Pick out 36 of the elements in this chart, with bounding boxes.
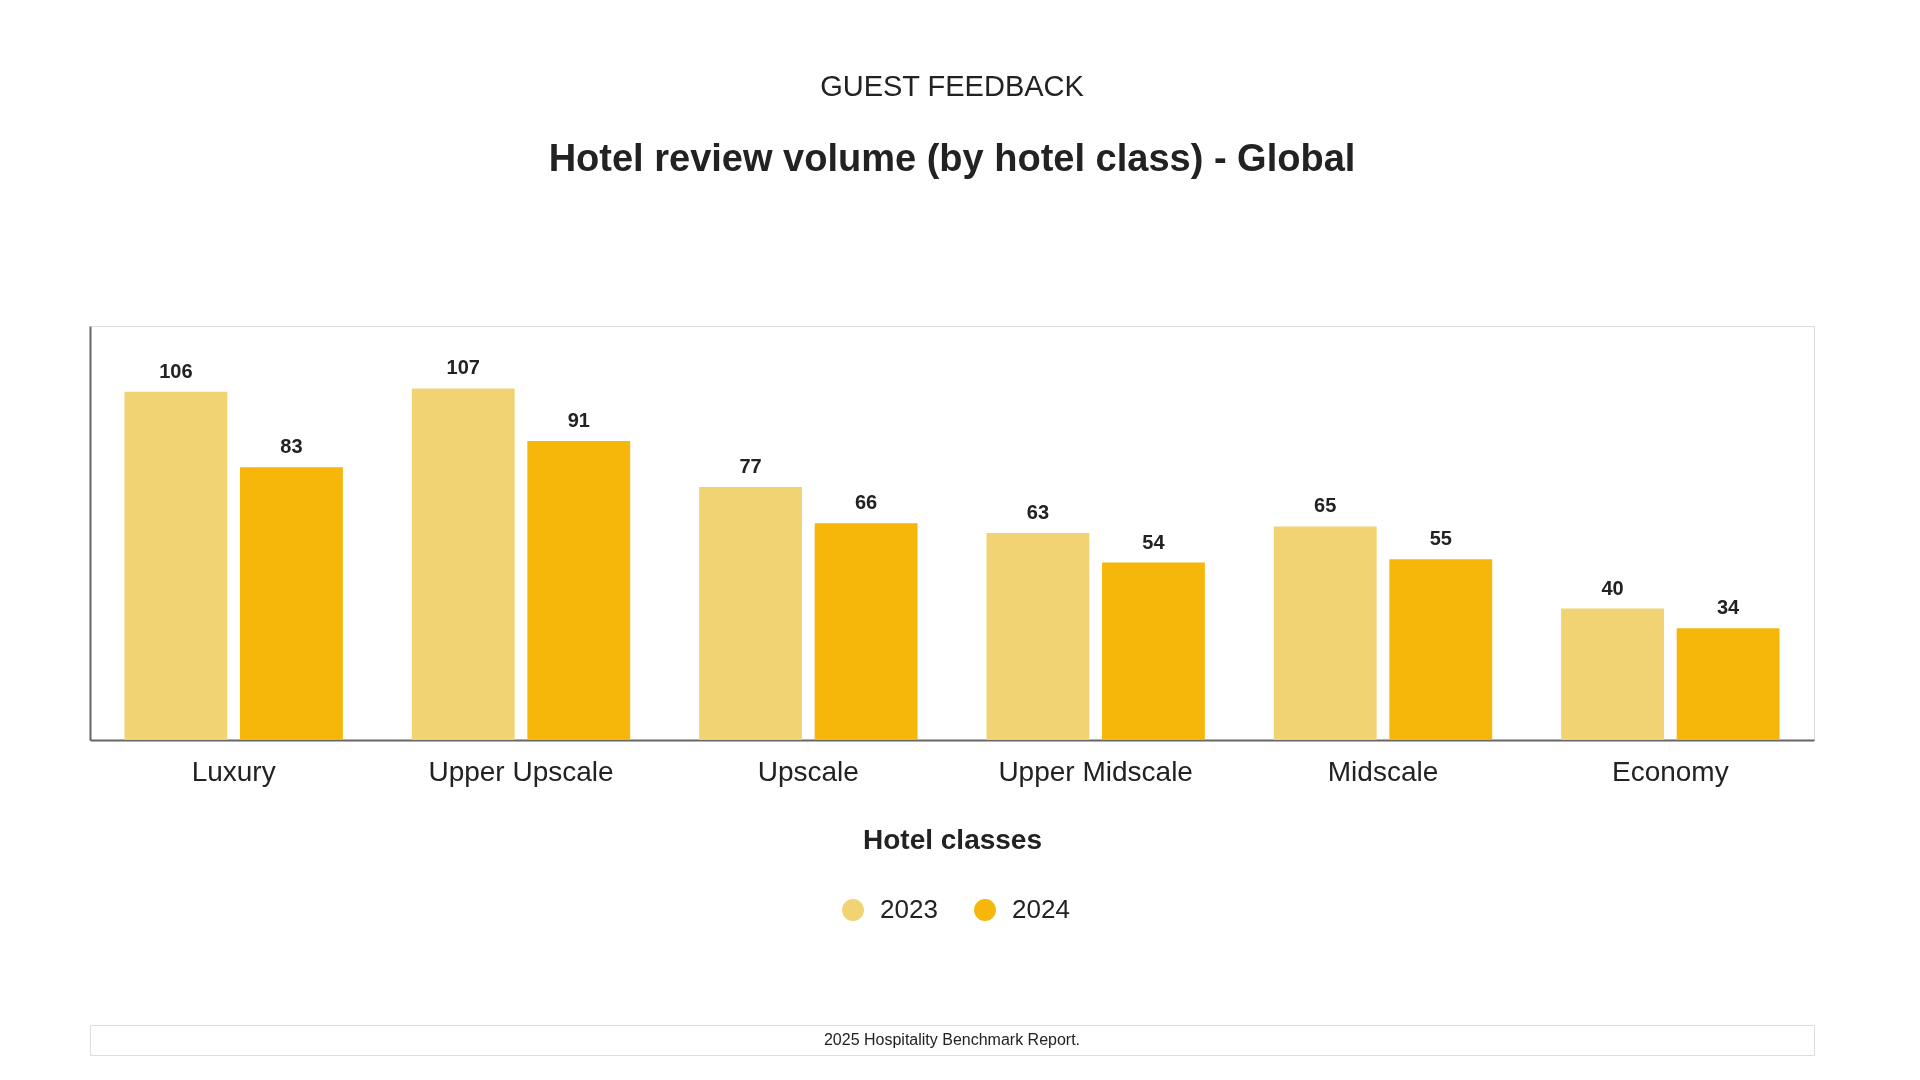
x-tick-label: Upscale	[757, 755, 859, 787]
bar	[1676, 628, 1780, 740]
bar	[1273, 526, 1377, 740]
x-tick-label: Upper Upscale	[428, 755, 614, 787]
data-label: 34	[1716, 596, 1741, 619]
data-label: 83	[280, 435, 303, 458]
bar	[240, 467, 343, 740]
chart-subtitle: GUEST FEEDBACK	[820, 69, 1085, 102]
x-tick-label: Midscale	[1327, 755, 1439, 787]
data-label: 63	[1026, 501, 1050, 523]
data-label: 77	[739, 455, 762, 477]
data-label: 54	[1142, 530, 1166, 553]
bar	[814, 523, 918, 740]
data-label: 91	[567, 409, 590, 431]
data-label: 40	[1601, 576, 1624, 599]
legend-label: 2024	[1012, 894, 1070, 924]
x-tick-label: Luxury	[191, 755, 276, 787]
x-axis-title: Hotel classes	[863, 823, 1042, 855]
data-label: 65	[1314, 494, 1337, 517]
chart-title: Hotel review volume (by hotel class) - Global	[548, 137, 1356, 179]
bar	[699, 487, 802, 740]
legend-label: 2023	[880, 894, 938, 924]
bar	[1561, 608, 1664, 740]
bar	[124, 391, 228, 740]
data-label: 66	[854, 491, 878, 514]
x-tick-label: Upper Midscale	[998, 755, 1193, 787]
text: 2025 Hospitality Benchmark Report.	[823, 1031, 1081, 1048]
bar	[1102, 562, 1205, 740]
bar	[411, 388, 515, 740]
x-tick-label: Economy	[1611, 755, 1729, 787]
bar	[527, 441, 631, 740]
data-label: 55	[1429, 527, 1452, 550]
bar	[1389, 559, 1493, 740]
data-label: 106	[159, 359, 193, 382]
bar	[986, 533, 1090, 740]
data-label: 107	[446, 356, 480, 379]
